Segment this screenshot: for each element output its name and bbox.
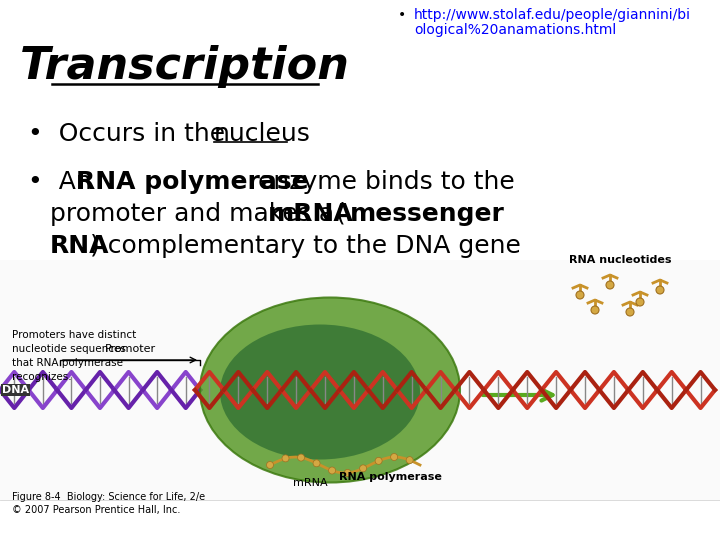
Circle shape	[375, 457, 382, 464]
Circle shape	[636, 298, 644, 306]
Circle shape	[606, 281, 614, 289]
Circle shape	[282, 455, 289, 462]
Text: Figure 8-4  Biology: Science for Life, 2/e
© 2007 Pearson Prentice Hall, Inc.: Figure 8-4 Biology: Science for Life, 2/…	[12, 492, 205, 515]
Text: •  Occurs in the: • Occurs in the	[28, 122, 233, 146]
Circle shape	[297, 454, 305, 461]
Ellipse shape	[200, 298, 460, 483]
Circle shape	[359, 465, 366, 472]
Bar	[0, 260, 720, 500]
Circle shape	[328, 467, 336, 474]
Circle shape	[391, 454, 397, 461]
Text: messenger: messenger	[350, 202, 505, 226]
Circle shape	[344, 469, 351, 476]
Text: promoter and makes a: promoter and makes a	[50, 202, 342, 226]
Circle shape	[313, 460, 320, 467]
Text: RNA nucleotides: RNA nucleotides	[569, 255, 671, 265]
Bar	[0, 260, 720, 500]
Text: http://www.stolaf.edu/people/giannini/bi: http://www.stolaf.edu/people/giannini/bi	[414, 8, 691, 22]
Circle shape	[576, 291, 584, 299]
Bar	[0, 260, 720, 500]
Text: enzyme binds to the: enzyme binds to the	[250, 170, 515, 194]
Text: Promoters have distinct
nucleotide sequences
that RNA polymerase
recognizes.: Promoters have distinct nucleotide seque…	[12, 330, 136, 382]
Circle shape	[266, 462, 274, 469]
Text: •: •	[398, 8, 406, 22]
Circle shape	[656, 286, 664, 294]
Circle shape	[406, 457, 413, 464]
Text: Promoter: Promoter	[104, 344, 156, 354]
Text: DNA: DNA	[2, 385, 29, 395]
Text: RNA polymerase: RNA polymerase	[76, 170, 309, 194]
Text: mRNA: mRNA	[293, 478, 328, 488]
Text: •  An: • An	[28, 170, 100, 194]
Text: mRNA: mRNA	[268, 202, 354, 226]
Text: ) complementary to the DNA gene: ) complementary to the DNA gene	[90, 234, 521, 258]
Circle shape	[626, 308, 634, 316]
Text: RNA polymerase: RNA polymerase	[338, 472, 441, 482]
Text: RNA: RNA	[50, 234, 109, 258]
Text: ological%20anamations.html: ological%20anamations.html	[414, 23, 616, 37]
Text: nucleus: nucleus	[214, 122, 311, 146]
Ellipse shape	[220, 325, 420, 460]
Text: (: (	[328, 202, 346, 226]
Circle shape	[591, 306, 599, 314]
Text: Transcription: Transcription	[20, 45, 350, 88]
